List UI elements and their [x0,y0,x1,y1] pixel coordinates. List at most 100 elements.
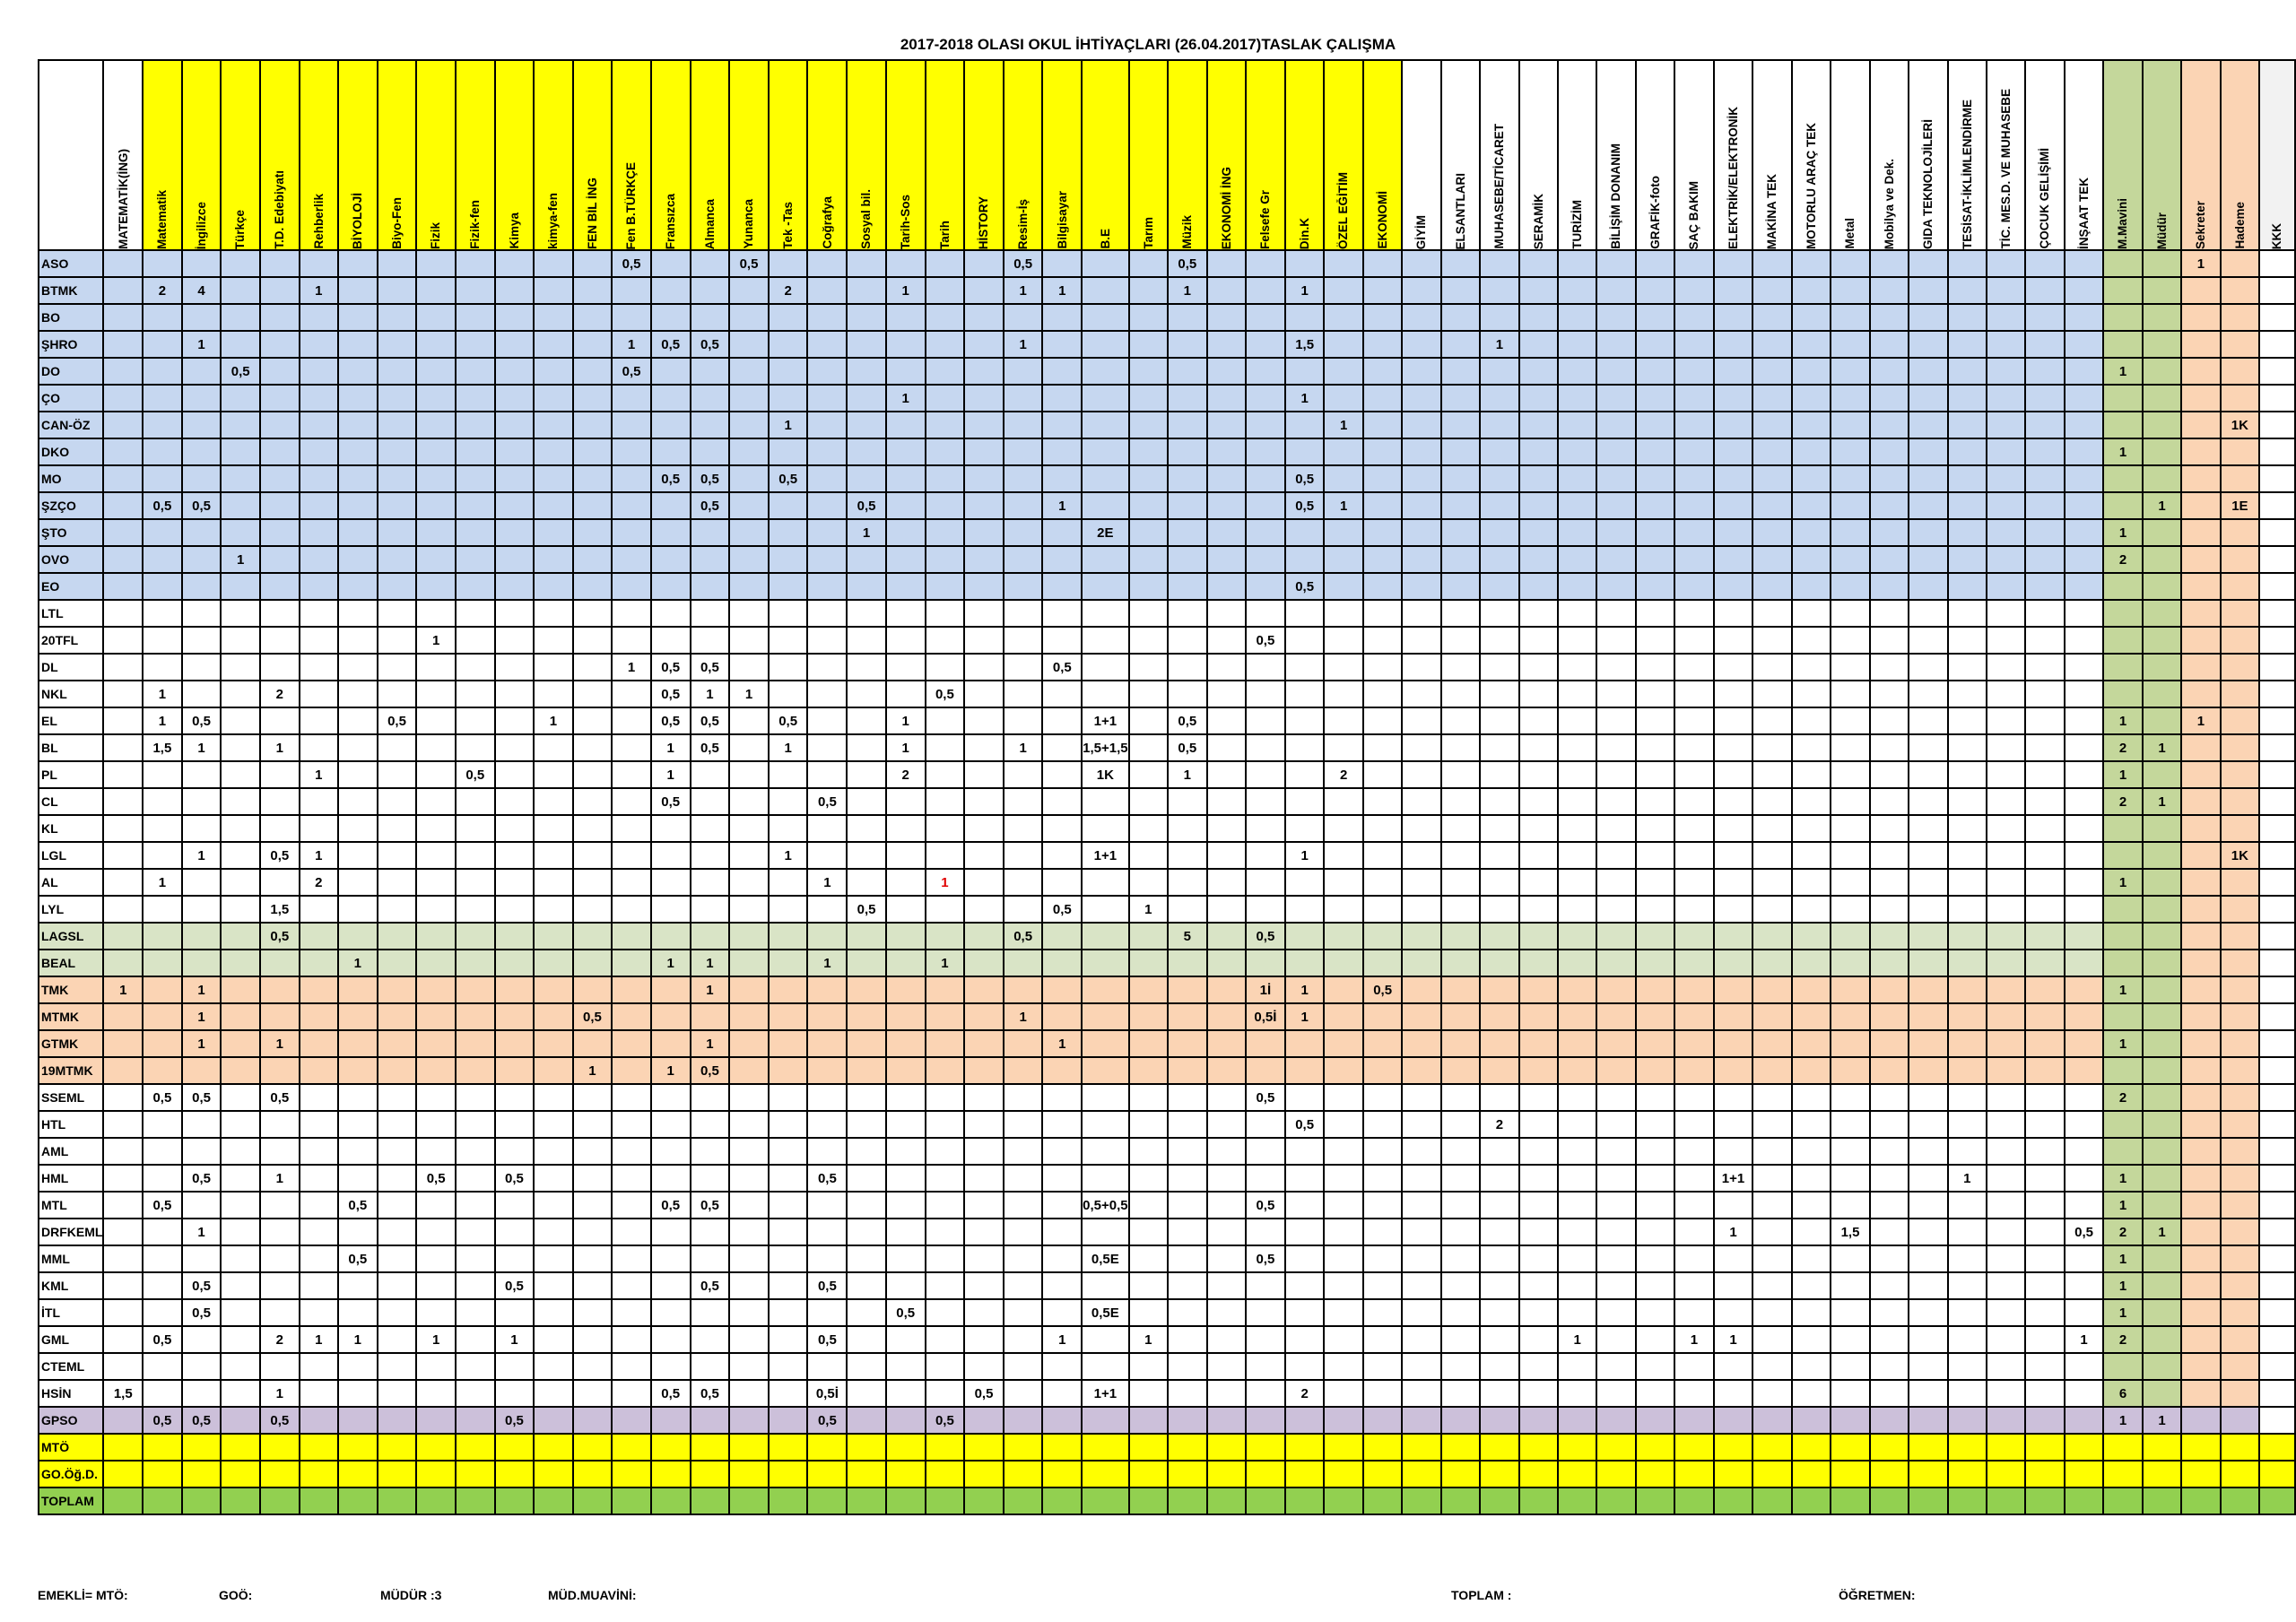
table-cell [454,1164,496,1193]
table-cell [689,1433,731,1462]
table-cell [2063,411,2105,439]
table-cell [1283,814,1326,843]
table-cell [337,1298,378,1327]
table-cell [298,1218,340,1246]
table-cell [337,1083,378,1112]
table-cell [1985,491,2027,520]
table-cell [1401,949,1442,977]
column-header-label: Tarım [1142,217,1155,249]
table-cell [1790,276,1832,305]
column-header-label: Coğrafya [821,196,834,249]
table-cell [963,1137,1004,1166]
table-cell [2063,814,2105,843]
table-cell [1830,760,1871,789]
table-cell [1946,303,1987,332]
table-cell [1081,868,1130,897]
table-cell [571,976,613,1004]
table-cell [611,1218,652,1246]
table-cell [1908,1406,1949,1435]
table-cell [376,626,418,655]
table-cell [1985,384,2027,412]
table-cell [1081,1056,1130,1085]
table-cell: 1 [1166,276,1208,305]
table-cell [1041,249,1083,278]
table-cell [767,303,809,332]
table-cell [1946,330,1987,359]
table-cell: 1 [2102,1271,2144,1300]
table-cell [649,276,691,305]
table-cell [728,868,770,897]
table-cell [454,303,496,332]
column-header-label: MOTORLU ARAÇ TEK [1805,123,1818,249]
table-cell [1752,949,1793,977]
column-header-label: Fen B.TÜRKÇE [625,161,638,249]
table-cell [924,707,966,735]
table-cell [415,949,457,977]
table-cell [454,814,496,843]
table-cell [924,1352,966,1381]
table-cell [1283,1487,1326,1515]
table-cell [1361,949,1404,977]
table-cell [1205,895,1248,924]
table-cell [1596,1433,1637,1462]
table-cell [1401,1298,1442,1327]
table-cell: 1 [806,868,848,897]
table-cell [806,249,848,278]
table-cell [611,1487,652,1515]
table-cell [2024,976,2066,1004]
table-cell [1283,1245,1326,1273]
table-cell [220,895,261,924]
table-cell [649,599,691,628]
table-cell [1166,1325,1208,1354]
table-cell [1283,626,1326,655]
table-cell [2063,626,2105,655]
table-cell [611,1245,652,1273]
column-header: Fizik-fen [454,59,496,251]
table-cell [1518,357,1560,386]
column-header-label: İngilizce [195,201,208,249]
table-cell [1127,680,1169,708]
table-cell: 1 [649,1056,691,1085]
table-cell [2219,976,2261,1004]
table-cell [1985,599,2027,628]
table-cell: 0,5 [142,1406,183,1435]
column-header-label: Fizik [430,221,442,249]
table-cell [1712,1110,1754,1139]
table-cell [689,1002,731,1031]
table-cell [571,760,613,789]
table-cell [571,518,613,547]
table-cell [1634,1245,1676,1273]
table-row: HML 0,5 1 0,5 0,5 0,5 1+1 1 1 [37,1164,2296,1193]
table-cell [1127,922,1169,950]
table-cell [1752,599,1793,628]
table-cell [806,276,848,305]
table-cell [924,733,966,762]
table-cell [142,1002,183,1031]
table-cell [571,1218,613,1246]
table-cell [102,1164,144,1193]
table-cell [611,1298,652,1327]
table-cell: 1 [180,841,222,870]
table-cell [102,653,144,681]
table-cell [1596,1029,1637,1058]
table-cell [1283,1056,1326,1085]
table-cell [1518,922,1560,950]
table-cell [1323,438,1364,466]
table-cell [846,384,887,412]
column-header: ELEKTRİK/ELEKTRONİK [1712,59,1754,251]
table-cell [1712,1352,1754,1381]
table-cell: 1 [806,949,848,977]
table-cell [102,599,144,628]
table-row: BTMK 2 4 1 2 1 1 1 1 1 [37,276,2296,305]
table-cell [2219,1352,2261,1381]
table-cell [1401,518,1442,547]
table-cell [1479,949,1520,977]
table-cell [1868,922,1910,950]
column-header-label: kimya-fen [547,192,560,249]
table-cell [1712,438,1754,466]
table-cell [649,1245,691,1273]
table-cell [454,464,496,493]
table-cell [533,1245,574,1273]
table-cell [1205,599,1248,628]
table-cell [1439,303,1482,332]
